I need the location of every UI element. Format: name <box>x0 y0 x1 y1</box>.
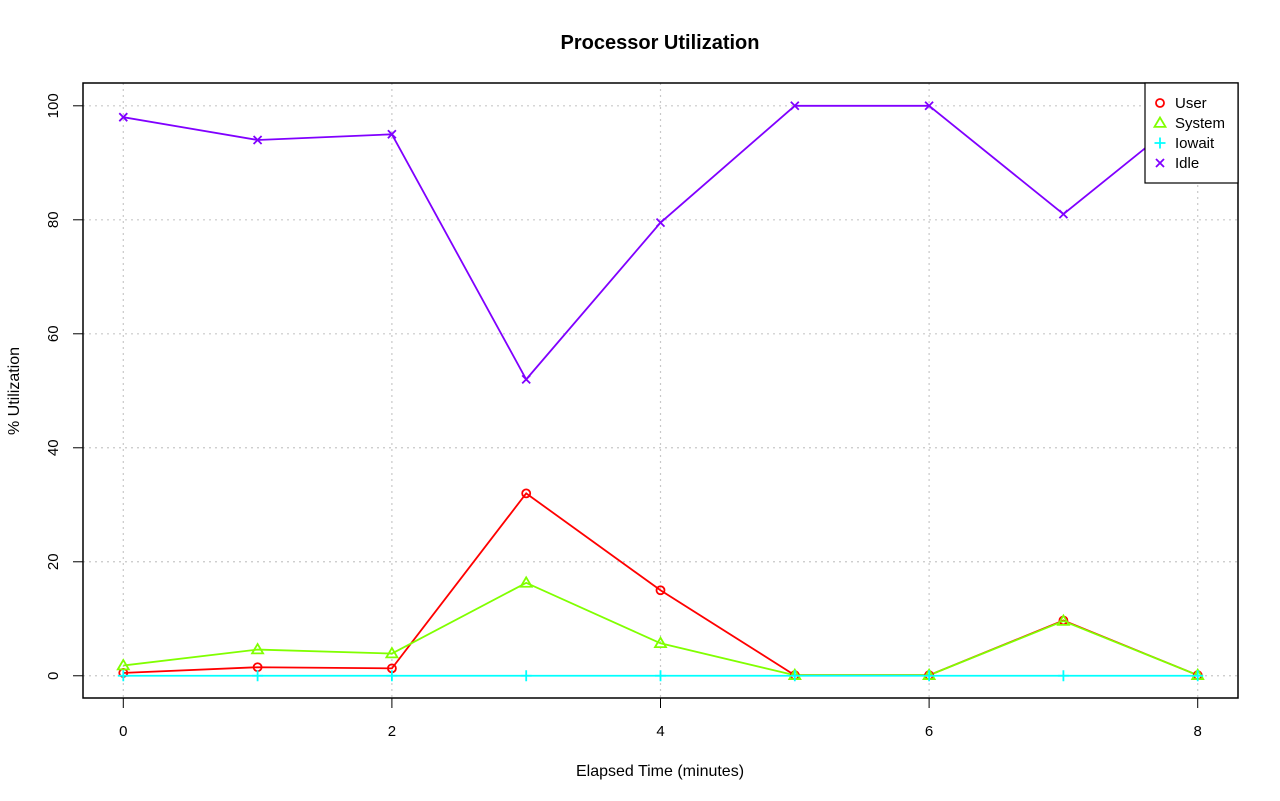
point-idle <box>118 112 128 122</box>
legend-marker-idle <box>1155 158 1165 168</box>
point-iowait <box>1057 670 1069 682</box>
x-axis-label: Elapsed Time (minutes) <box>576 763 744 780</box>
point-system <box>653 636 668 649</box>
point-iowait <box>520 670 532 682</box>
y-tick-label: 60 <box>45 325 62 342</box>
point-system <box>250 642 265 655</box>
y-tick-label: 20 <box>45 553 62 570</box>
legend-marker-system <box>1152 115 1168 128</box>
legend-label-iowait: Iowait <box>1175 135 1215 152</box>
point-idle <box>387 129 397 139</box>
point-idle <box>252 135 263 145</box>
chart-title: Processor Utilization <box>561 32 760 54</box>
legend-marker-user <box>1155 98 1165 108</box>
point-iowait <box>655 670 666 682</box>
y-tick-label: 80 <box>45 211 62 228</box>
point-idle <box>521 374 531 385</box>
point-iowait <box>117 670 129 682</box>
x-tick-label: 4 <box>656 723 664 740</box>
y-tick-label: 100 <box>45 93 62 118</box>
legend-marker-iowait <box>1154 137 1166 149</box>
x-axis: 0 2 4 6 8 <box>119 697 1202 740</box>
series-points <box>116 101 1205 682</box>
grid <box>83 83 1238 698</box>
point-system <box>384 646 399 659</box>
point-idle <box>655 218 666 228</box>
series-line-system <box>123 581 1199 677</box>
x-tick-label: 6 <box>925 723 933 740</box>
legend-label-idle: Idle <box>1175 155 1199 172</box>
point-iowait <box>789 670 801 682</box>
point-iowait <box>923 670 935 682</box>
y-tick-label: 0 <box>45 672 62 680</box>
point-user <box>521 488 532 499</box>
x-tick-label: 2 <box>388 723 396 740</box>
point-user <box>655 585 666 596</box>
y-axis: 0 20 40 60 80 100 <box>45 93 84 680</box>
point-iowait <box>1192 670 1204 682</box>
x-tick-label: 0 <box>119 723 127 740</box>
point-iowait <box>386 670 398 682</box>
point-idle <box>1058 209 1069 219</box>
legend-label-system: System <box>1175 115 1225 132</box>
point-idle <box>790 101 800 111</box>
x-tick-label: 8 <box>1194 723 1202 740</box>
legend: User System Iowait Idle <box>1144 82 1239 184</box>
point-idle <box>924 101 934 111</box>
point-system <box>519 575 534 588</box>
series-line-idle <box>123 104 1199 381</box>
point-iowait <box>252 670 264 682</box>
y-axis-label: % Utilization <box>6 347 23 435</box>
y-tick-label: 40 <box>45 439 62 456</box>
legend-label-user: User <box>1175 95 1207 112</box>
point-system <box>116 658 131 671</box>
point-system <box>1056 613 1071 626</box>
